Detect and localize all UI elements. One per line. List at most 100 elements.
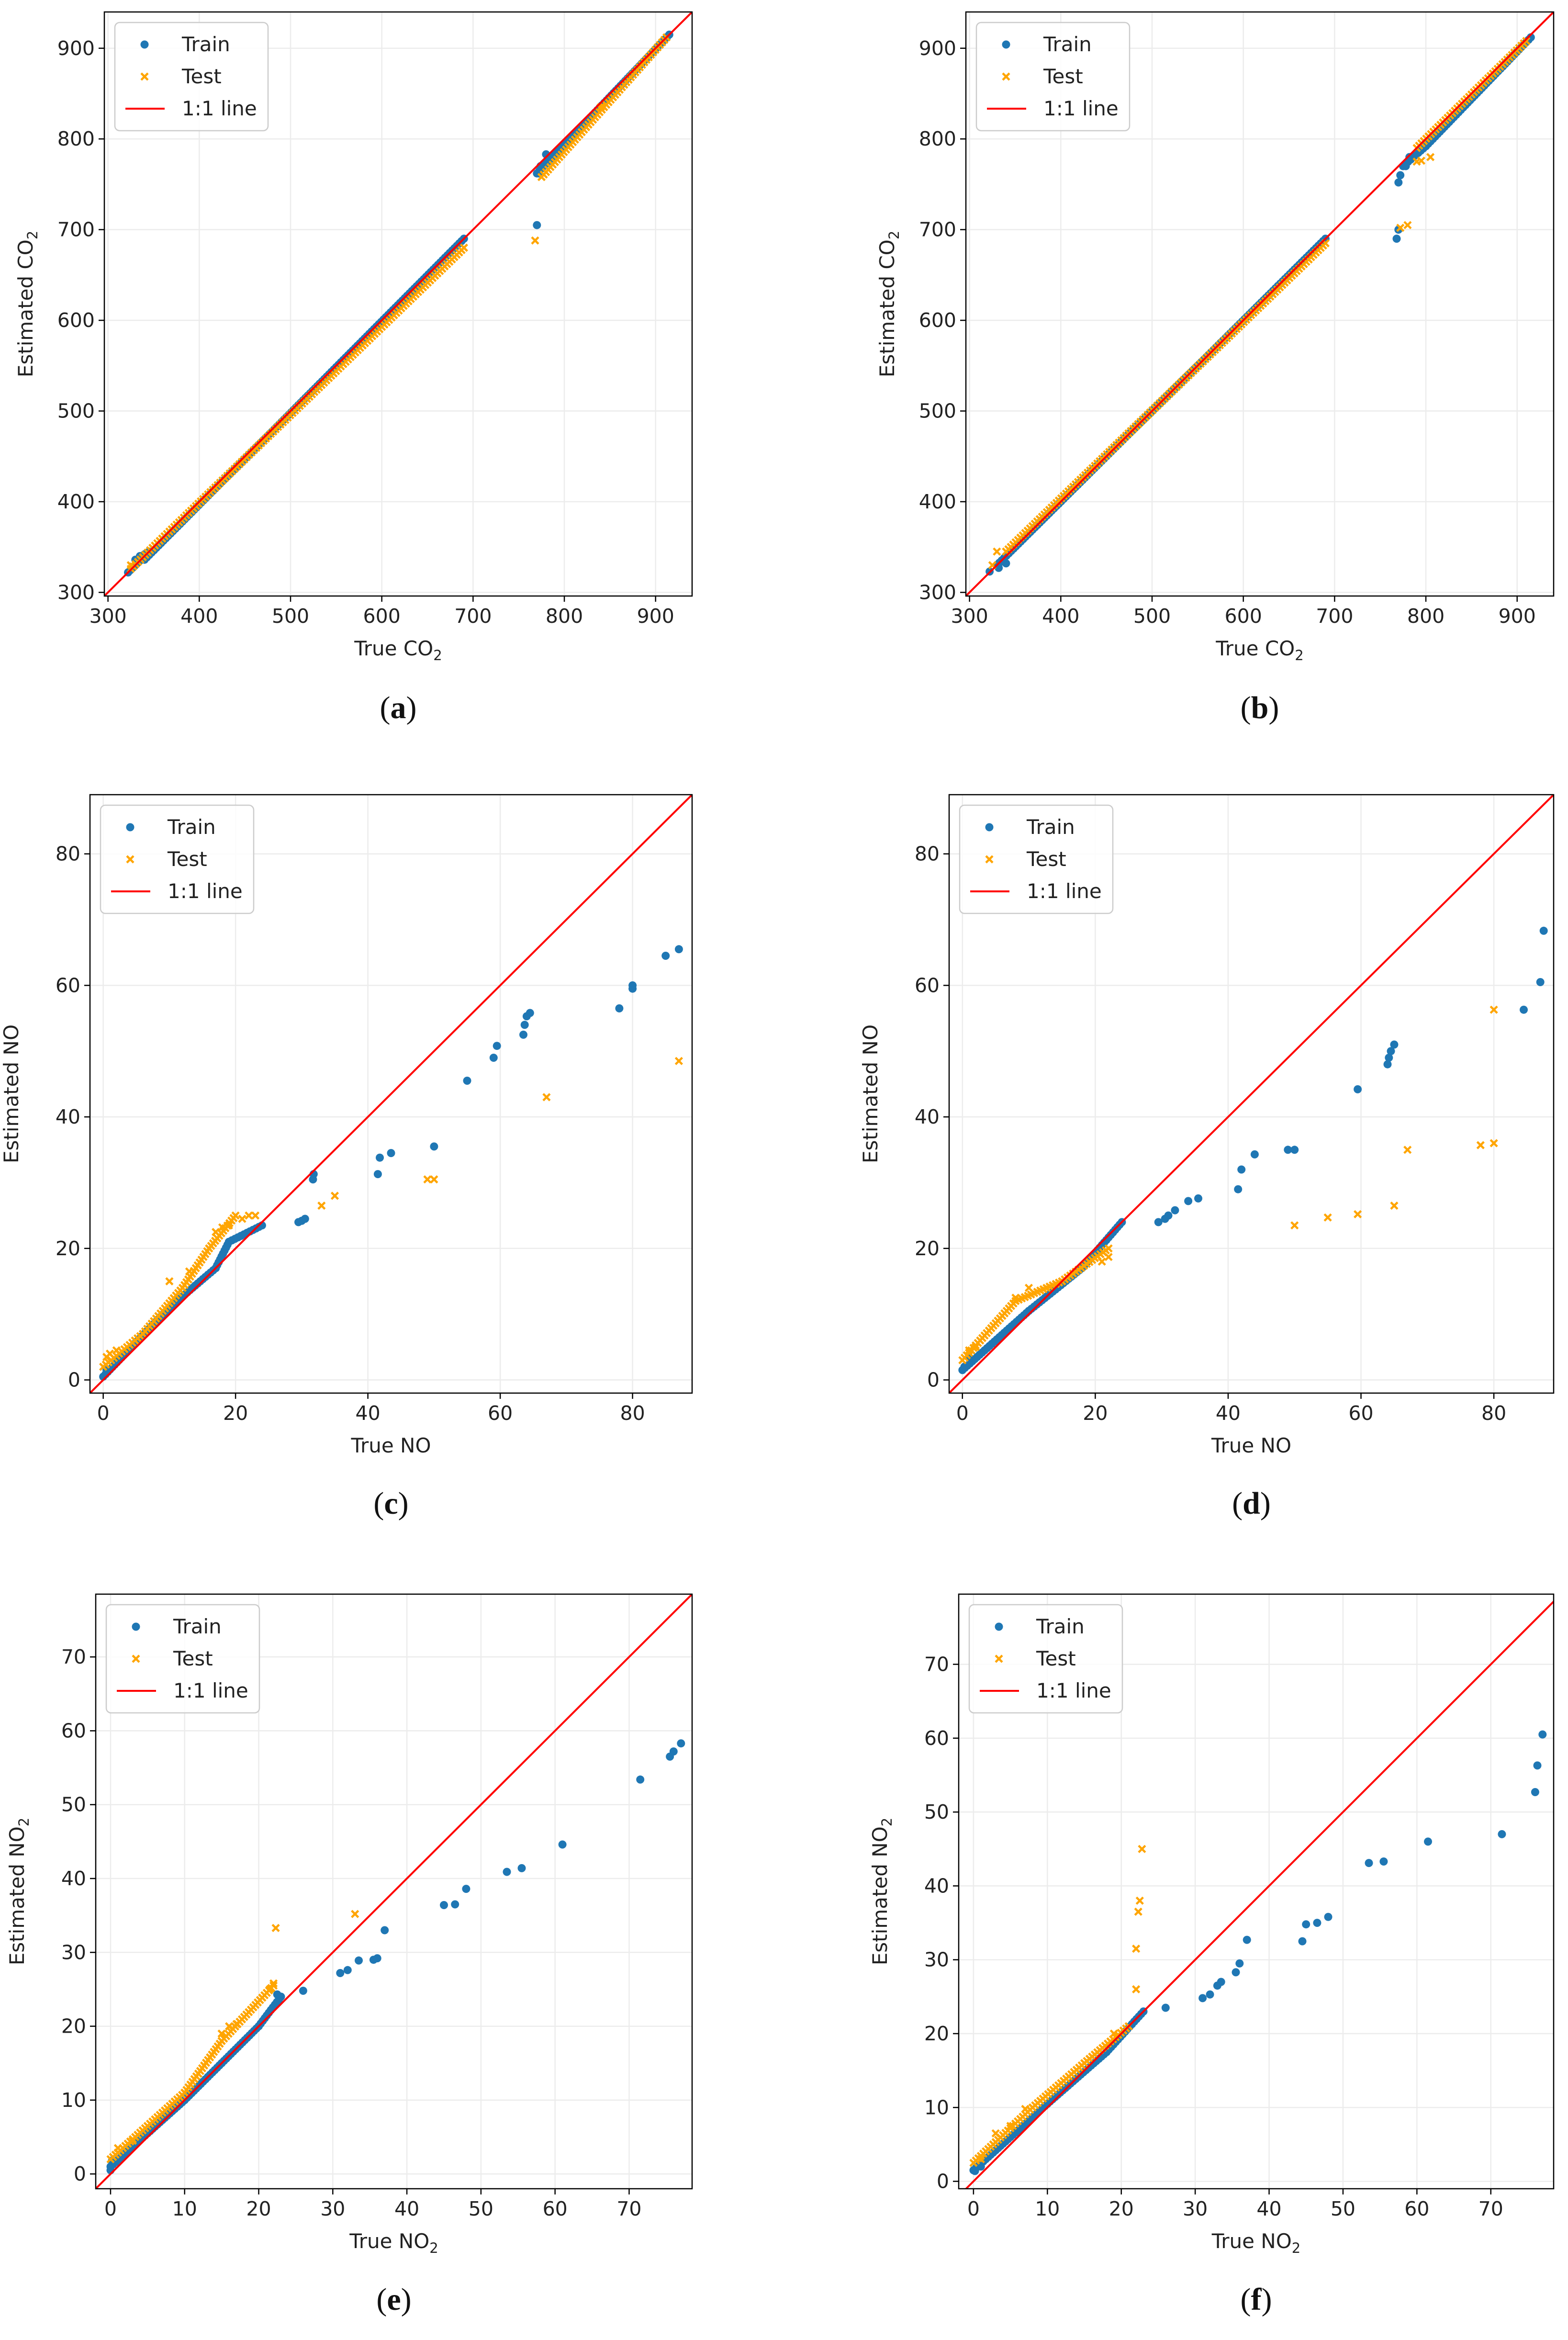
data-layer	[104, 12, 692, 596]
x-tick-label: 20	[246, 2197, 271, 2220]
train-point	[674, 945, 683, 954]
x-axis-label: True CO2	[354, 637, 442, 664]
x-axis-label: True NO2	[349, 2229, 438, 2256]
y-tick-label: 900	[57, 37, 95, 60]
train-point	[1198, 1994, 1207, 2002]
y-tick-label: 300	[57, 581, 95, 604]
x-tick-label: 400	[180, 605, 218, 628]
train-point	[462, 1885, 470, 1893]
y-tick-label: 20	[924, 2022, 949, 2045]
train-point	[1379, 1857, 1388, 1866]
x-tick-label: 300	[89, 605, 126, 628]
test-point	[1104, 1253, 1113, 1261]
legend-test-label: Test	[1036, 1647, 1076, 1670]
axes-frame	[89, 794, 693, 1394]
y-tick-label: 60	[56, 974, 80, 997]
legend-test-label: Test	[1026, 847, 1066, 871]
y-tick-label: 80	[915, 843, 940, 866]
test-point	[965, 1346, 974, 1355]
test-point	[112, 1346, 121, 1355]
legend-line-label: 1:1 line	[173, 1679, 248, 1702]
x-tick-label: 800	[546, 605, 583, 628]
y-tick-label: 600	[57, 309, 95, 332]
y-tick-label: 900	[919, 37, 956, 60]
train-point	[971, 2167, 979, 2175]
y-tick-label: 80	[56, 843, 80, 866]
axes-frame	[95, 1593, 693, 2190]
test-point	[971, 1343, 980, 1351]
train-point	[628, 981, 637, 990]
x-tick-label: 400	[1042, 605, 1079, 628]
test-point	[531, 236, 539, 245]
legend-train-marker	[1002, 40, 1010, 49]
x-tick-label: 20	[1083, 1402, 1108, 1425]
panel-caption: (c)	[373, 1486, 408, 1521]
x-tick-label: 800	[1407, 605, 1445, 628]
train-point	[463, 1077, 471, 1085]
legend-line-label: 1:1 line	[1027, 879, 1102, 903]
x-tick-label: 700	[1316, 605, 1353, 628]
y-tick-label: 20	[56, 1237, 80, 1260]
test-point	[1021, 2104, 1030, 2113]
x-tick-label: 20	[1109, 2197, 1134, 2220]
x-tick-label: 80	[620, 1402, 645, 1425]
x-tick-label: 0	[956, 1402, 969, 1425]
legend-test-marker	[140, 72, 149, 81]
x-tick-label: 300	[951, 605, 988, 628]
train-point	[1250, 1150, 1259, 1159]
test-point	[1490, 1139, 1498, 1148]
axes-frame	[958, 1593, 1555, 2190]
y-axis-label: Estimated CO2	[14, 231, 41, 377]
train-point	[1531, 1788, 1539, 1796]
train-point	[1243, 1935, 1251, 1944]
test-point	[1098, 1257, 1106, 1266]
train-point	[387, 1149, 395, 1158]
panel-f: 0 10 20 30 40 50 60 70 0 10 20 30 40 50 60 70 True NO2 Es…	[868, 1593, 1555, 2317]
train-point	[636, 1775, 645, 1784]
y-tick-label: 60	[924, 1727, 949, 1750]
legend-train-marker	[140, 40, 149, 49]
test-point	[430, 1175, 438, 1184]
train-point	[558, 1840, 567, 1849]
x-tick-label: 700	[454, 605, 492, 628]
x-tick-label: 50	[1331, 2197, 1355, 2220]
x-tick-label: 500	[1133, 605, 1171, 628]
test-point	[1135, 1896, 1144, 1905]
legend-test-label: Test	[1043, 65, 1083, 88]
train-point	[517, 1864, 526, 1872]
train-point	[1396, 171, 1405, 180]
test-point	[232, 2020, 241, 2028]
test-point	[224, 1221, 233, 1230]
legend-test-marker	[126, 855, 134, 864]
x-tick-label: 40	[394, 2197, 419, 2220]
test-point	[185, 1267, 193, 1276]
legend-test-label: Test	[173, 1647, 213, 1670]
legend-train-label: Train	[167, 815, 216, 839]
data-layer	[96, 1594, 692, 2189]
identity-line	[96, 1594, 692, 2189]
y-tick-label: 30	[61, 1941, 86, 1964]
test-point	[1354, 1210, 1362, 1218]
train-point	[1383, 1060, 1392, 1069]
x-tick-label: 30	[1183, 2197, 1208, 2220]
x-tick-label: 60	[1404, 2197, 1429, 2220]
legend: Train Test 1:1 line	[975, 22, 1131, 132]
y-tick-label: 400	[57, 490, 95, 513]
y-tick-label: 400	[919, 490, 956, 513]
train-point	[1284, 1146, 1292, 1154]
test-point	[1426, 153, 1435, 161]
legend-train-label: Train	[173, 1615, 222, 1638]
legend: Train Test 1:1 line	[968, 1604, 1123, 1714]
test-point	[113, 2144, 122, 2152]
legend-train-marker	[995, 1622, 1003, 1631]
test-point	[1132, 1985, 1141, 1993]
test-point	[423, 1175, 432, 1184]
test-point	[1006, 2122, 1015, 2130]
train-point	[1539, 926, 1548, 935]
test-point	[217, 2029, 226, 2038]
train-point	[440, 1901, 448, 1909]
x-tick-label: 0	[967, 2197, 980, 2220]
train-point	[1538, 1730, 1547, 1739]
train-point	[1164, 1211, 1173, 1220]
panel-a: 300 400 500 600 700 800 900 300 400 500 600 700 800 9…	[14, 11, 693, 725]
